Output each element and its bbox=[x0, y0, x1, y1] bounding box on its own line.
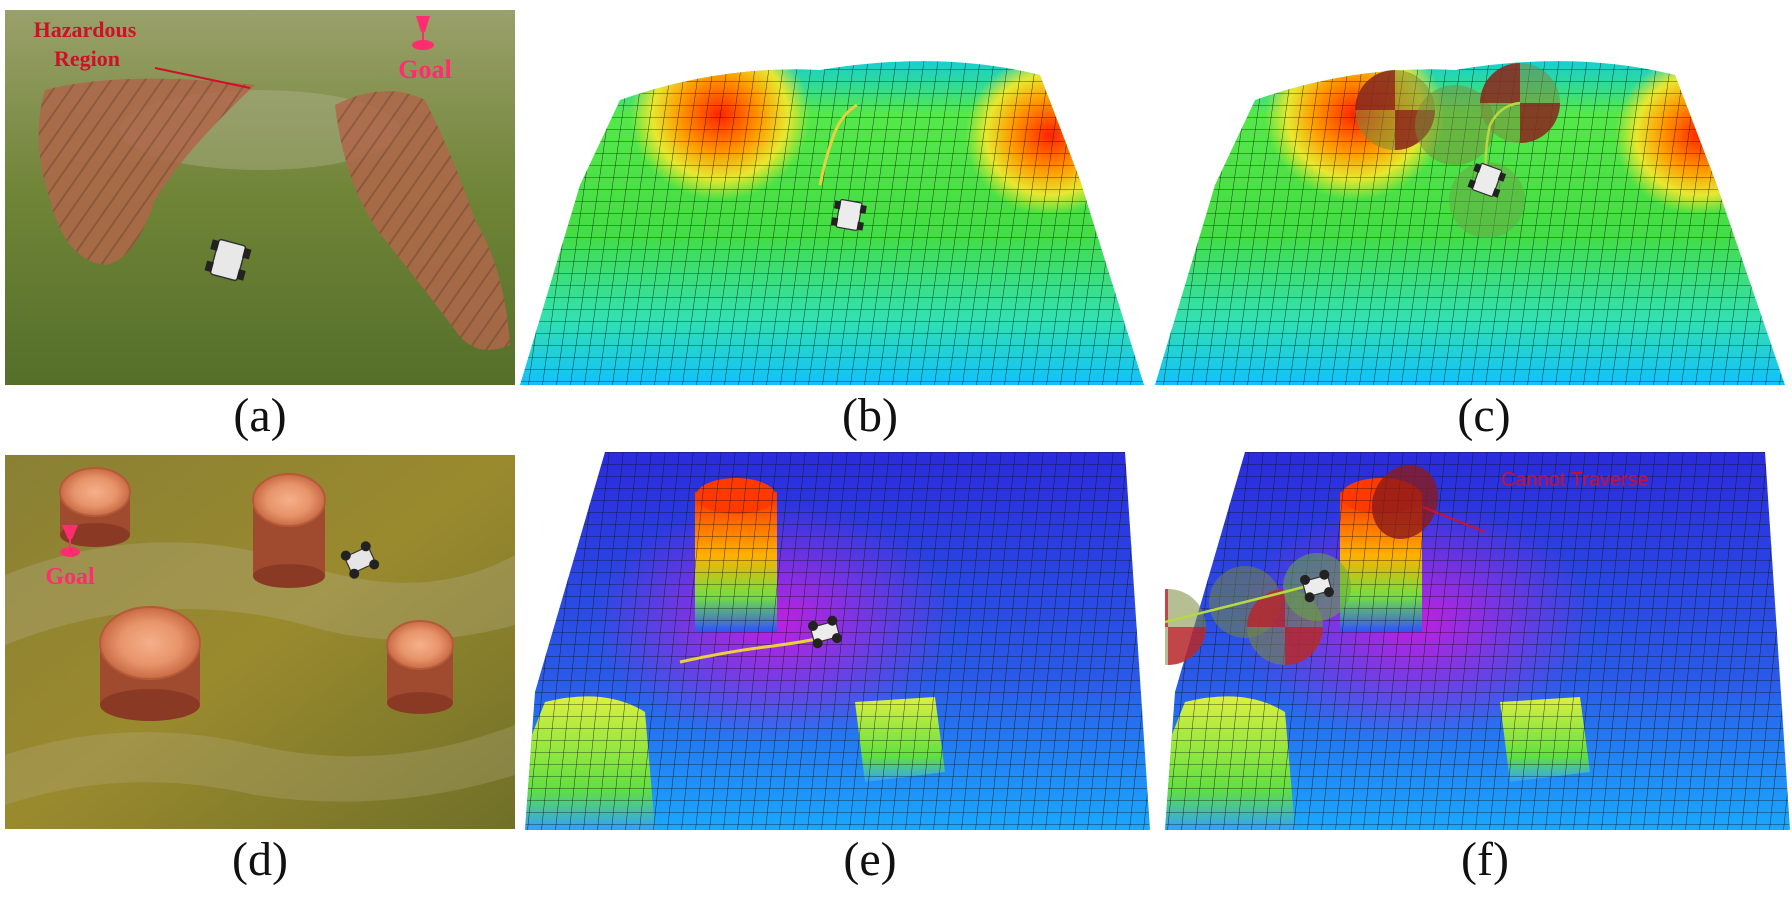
tree-stump bbox=[252, 473, 326, 588]
goal-label: Goal bbox=[398, 55, 451, 84]
robot-rover-icon bbox=[340, 541, 380, 579]
planned-path bbox=[1165, 582, 1316, 624]
panel-c-elevation-map-sampling bbox=[1155, 45, 1785, 387]
tree-stump bbox=[99, 606, 201, 721]
robot-rover-icon bbox=[1300, 569, 1334, 603]
caption-f: (f) bbox=[1461, 833, 1509, 886]
goal-marker-icon bbox=[60, 525, 80, 557]
caption-a: (a) bbox=[233, 389, 287, 442]
panel-a-hazard-terrain: Hazardous Region Goal bbox=[5, 10, 515, 385]
caption-c: (c) bbox=[1457, 389, 1511, 442]
tree-stump bbox=[59, 467, 131, 547]
robot-rover-icon bbox=[808, 615, 842, 649]
caption-d: (d) bbox=[232, 833, 288, 886]
panel-e-elevation-map bbox=[525, 452, 1150, 830]
panel-d-stump-terrain: Goal bbox=[5, 455, 515, 829]
planned-path bbox=[818, 103, 858, 186]
planned-path bbox=[679, 635, 826, 664]
caption-b: (b) bbox=[842, 389, 898, 442]
blocked-zone bbox=[1371, 465, 1439, 539]
tree-stump bbox=[386, 620, 454, 714]
goal-label: Goal bbox=[45, 564, 95, 590]
robot-rover-icon bbox=[830, 199, 867, 231]
cannot-traverse-label: Cannot Traverse bbox=[1501, 469, 1649, 491]
panel-f-elevation-map-sampling: Cannot Traverse bbox=[1165, 452, 1790, 830]
goal-marker-icon bbox=[412, 16, 434, 50]
caption-e: (e) bbox=[843, 833, 897, 886]
hazard-label-line2: Region bbox=[54, 46, 120, 71]
robot-rover-icon bbox=[204, 238, 252, 282]
robot-rover-icon bbox=[1467, 163, 1507, 198]
hazard-label-line1: Hazardous bbox=[34, 17, 137, 42]
panel-b-elevation-map bbox=[520, 45, 1144, 387]
